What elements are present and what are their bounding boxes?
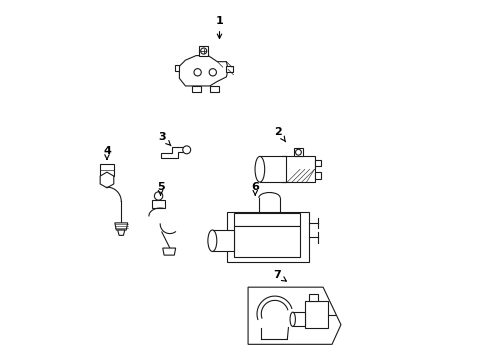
Polygon shape bbox=[100, 172, 114, 188]
Polygon shape bbox=[115, 223, 127, 230]
Polygon shape bbox=[179, 55, 227, 86]
Polygon shape bbox=[314, 159, 320, 166]
Polygon shape bbox=[152, 200, 164, 208]
Polygon shape bbox=[314, 172, 320, 179]
Circle shape bbox=[209, 69, 216, 76]
Text: 5: 5 bbox=[157, 182, 164, 195]
Polygon shape bbox=[259, 157, 285, 182]
Text: 7: 7 bbox=[272, 270, 286, 281]
Polygon shape bbox=[118, 230, 124, 235]
Polygon shape bbox=[212, 230, 233, 251]
Polygon shape bbox=[293, 148, 303, 157]
Text: 2: 2 bbox=[274, 127, 285, 142]
Polygon shape bbox=[233, 213, 299, 226]
Polygon shape bbox=[209, 86, 219, 92]
Polygon shape bbox=[226, 212, 308, 262]
Polygon shape bbox=[191, 86, 200, 92]
Text: 3: 3 bbox=[158, 132, 171, 146]
Polygon shape bbox=[233, 226, 299, 257]
Polygon shape bbox=[308, 294, 317, 301]
Polygon shape bbox=[305, 301, 328, 328]
Polygon shape bbox=[292, 312, 305, 327]
Ellipse shape bbox=[289, 312, 295, 327]
Circle shape bbox=[200, 48, 206, 54]
Text: 4: 4 bbox=[103, 147, 111, 159]
Circle shape bbox=[183, 146, 190, 154]
Circle shape bbox=[154, 192, 163, 200]
Polygon shape bbox=[199, 46, 208, 55]
Ellipse shape bbox=[255, 157, 264, 182]
Polygon shape bbox=[226, 66, 232, 72]
Polygon shape bbox=[100, 164, 114, 176]
Text: 6: 6 bbox=[251, 182, 259, 195]
Polygon shape bbox=[175, 65, 179, 71]
Polygon shape bbox=[282, 157, 314, 182]
Circle shape bbox=[194, 69, 201, 76]
Circle shape bbox=[295, 149, 301, 155]
Polygon shape bbox=[163, 248, 175, 255]
Text: 1: 1 bbox=[215, 16, 223, 39]
Ellipse shape bbox=[207, 230, 216, 251]
Polygon shape bbox=[247, 287, 340, 344]
Polygon shape bbox=[161, 147, 183, 158]
